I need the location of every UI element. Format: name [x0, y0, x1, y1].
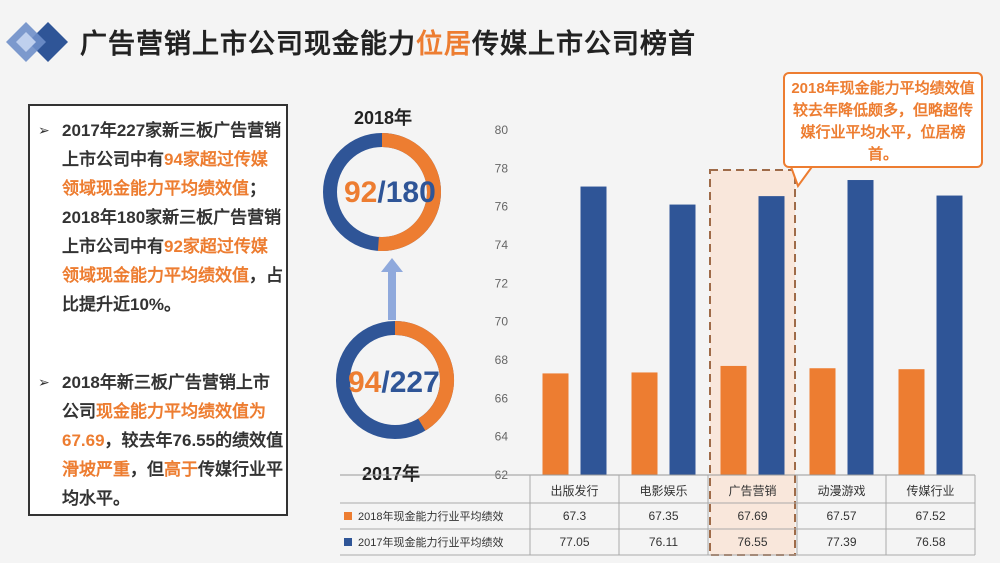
y-tick-label: 64: [495, 430, 509, 444]
legend-series-name: 2017年现金能力行业平均绩效: [358, 535, 503, 549]
highlight-text: 92家超过传媒领域现金能力平均绩效值: [62, 237, 268, 285]
y-tick-label: 68: [495, 353, 509, 367]
y-tick-label: 74: [495, 238, 509, 252]
table-cell-value: 67.52: [915, 509, 945, 523]
body-text: ；2018年180家新三板广告营销上市公司中有: [62, 179, 282, 256]
header-logo-diamonds: [6, 22, 68, 62]
body-text: 2018年新三板广告营销上市公司: [62, 373, 270, 421]
up-arrow-icon: [381, 258, 403, 320]
bar-2017-0: [580, 186, 607, 475]
donut-2018-ratio: 92/180: [344, 176, 436, 209]
bullet-arrow-icon: ➢: [38, 374, 50, 390]
table-cell-value: 76.11: [649, 535, 678, 549]
table-cell-value: 67.3: [563, 509, 587, 523]
body-text: 传媒行业平均水平。: [62, 460, 283, 508]
y-tick-label: 72: [495, 276, 509, 290]
bar-2017-3: [847, 180, 874, 475]
y-tick-label: 78: [495, 161, 509, 175]
donut-2018-year-label: 2018年: [354, 108, 413, 128]
bar-2017-4: [936, 195, 963, 476]
bar-2017-2: [758, 196, 785, 475]
donut-chart-2017: [336, 321, 454, 439]
table-cell-value: 77.05: [559, 535, 589, 549]
donut-2017-share-arc: [394, 321, 454, 431]
bar-2018-2: [720, 365, 747, 475]
bar-2017-1: [669, 204, 696, 475]
table-cell-value: 77.39: [826, 535, 856, 549]
bar-2018-0: [542, 373, 569, 475]
body-text: ，占比提升近10%。: [62, 266, 283, 314]
y-tick-label: 70: [495, 315, 509, 329]
donut-2018-share-arc: [377, 133, 441, 251]
bar-2018-4: [898, 369, 925, 475]
callout-note: 2018年现金能力平均绩效值较去年降低颇多，但略超传媒行业平均水平，位居榜首。: [783, 72, 983, 168]
y-tick-label: 80: [495, 123, 509, 137]
bullet-arrow-icon: ➢: [38, 122, 50, 138]
body-text: ，但: [130, 460, 164, 479]
donut-2017-year-label: 2017年: [362, 464, 421, 484]
donut-chart-2018: [323, 133, 441, 251]
x-category-label: 广告营销: [728, 484, 776, 498]
y-tick-label: 76: [495, 200, 509, 214]
table-cell-value: 67.57: [826, 509, 856, 523]
legend-swatch: [344, 538, 352, 546]
highlight-text: 高于: [164, 460, 198, 479]
x-category-label: 动漫游戏: [817, 484, 865, 498]
table-cell-value: 76.55: [737, 535, 767, 549]
summary-textbox: ➢ 2017年227家新三板广告营销上市公司中有94家超过传媒领域现金能力平均绩…: [28, 104, 288, 516]
x-category-label: 传媒行业: [906, 483, 954, 498]
body-text: ，较去年76.55的绩效值: [104, 431, 284, 450]
legend-series-name: 2018年现金能力行业平均绩效: [358, 509, 503, 523]
table-cell-value: 76.58: [915, 535, 945, 549]
y-tick-label: 66: [495, 391, 509, 405]
highlight-text: 滑坡严重: [62, 460, 130, 479]
legend-swatch: [344, 512, 352, 520]
summary-paragraph-1: ➢ 2017年227家新三板广告营销上市公司中有94家超过传媒领域现金能力平均绩…: [38, 116, 284, 319]
x-category-label: 电影娱乐: [639, 484, 687, 498]
table-cell-value: 67.35: [648, 509, 678, 523]
body-text: 2017年227家新三板广告营销上市公司中有: [62, 121, 282, 169]
highlight-text: 94家超过传媒领域现金能力平均绩效值: [62, 150, 268, 198]
highlight-text: 现金能力平均绩效值为67.69: [62, 402, 266, 450]
donut-2017-ratio: 94/227: [348, 366, 440, 399]
page-title: 广告营销上市公司现金能力位居传媒上市公司榜首: [80, 29, 696, 59]
table-cell-value: 67.69: [737, 509, 767, 523]
bar-2018-3: [809, 368, 836, 475]
bar-2018-1: [631, 372, 658, 475]
summary-paragraph-2: ➢ 2018年新三板广告营销上市公司现金能力平均绩效值为67.69，较去年76.…: [38, 368, 284, 513]
x-category-label: 出版发行: [550, 483, 598, 498]
